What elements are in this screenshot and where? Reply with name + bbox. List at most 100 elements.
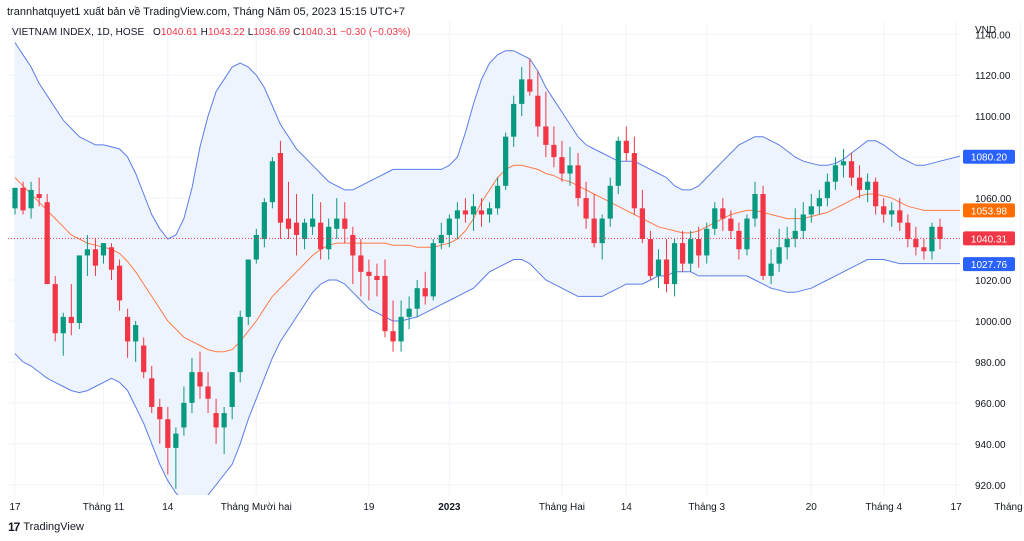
candle-body: [12, 187, 18, 209]
candle-body: [462, 210, 469, 215]
candle-body: [913, 239, 919, 248]
candle-body: [301, 222, 308, 240]
candle-body: [20, 187, 26, 211]
legend-open: 1040.61: [160, 27, 198, 38]
candle-body: [696, 239, 702, 256]
y-axis-tick-label: 980.00: [975, 358, 1006, 369]
candle-body: [551, 144, 557, 158]
y-axis-tick-label: 940.00: [975, 440, 1006, 451]
price-tag-price-label: 1040.31: [971, 234, 1008, 245]
candle-body: [173, 433, 179, 448]
candle-body: [535, 95, 541, 127]
candle-body: [720, 208, 726, 219]
candle-body: [149, 378, 155, 407]
candle-body: [712, 208, 718, 229]
candle-body: [374, 275, 380, 280]
candle-body: [430, 243, 436, 297]
candle-body: [647, 239, 654, 276]
candle-body: [655, 259, 662, 276]
candle-body: [382, 275, 388, 332]
candle-body: [800, 214, 806, 231]
x-axis-tick-label: Tháng 4: [865, 502, 902, 513]
candle-body: [100, 243, 107, 256]
candle-body: [591, 218, 597, 244]
legend-change: −0.30 (−0.03%): [340, 27, 411, 38]
y-axis-tick-label: 1060.00: [975, 194, 1012, 205]
candle-body: [44, 202, 50, 285]
candle-body: [197, 372, 203, 387]
candle-body: [165, 419, 171, 448]
candle-body: [124, 316, 131, 342]
candle-body: [519, 79, 525, 104]
candle-body: [679, 243, 686, 264]
price-tag-basis-label: 1053.98: [971, 206, 1008, 217]
candle-body: [108, 247, 115, 270]
tradingview-branding[interactable]: 17 TradingView: [8, 520, 84, 534]
legend-low: 1036.69: [253, 27, 291, 38]
candle-body: [543, 126, 549, 145]
candle-body: [157, 406, 163, 420]
candle-body: [84, 249, 91, 256]
legend-open-label: O: [152, 27, 161, 38]
candle-body: [615, 140, 621, 186]
candle-body: [494, 185, 501, 209]
candle-body: [470, 206, 477, 215]
candle-body: [527, 79, 533, 92]
candle-body: [840, 161, 847, 166]
candle-body: [293, 222, 300, 235]
candle-body: [704, 228, 710, 256]
candle-body: [205, 386, 211, 399]
candle-body: [873, 181, 879, 207]
candle-body: [881, 206, 887, 215]
candle-body: [76, 255, 82, 323]
candle-body: [824, 181, 831, 199]
candle-body: [808, 206, 814, 215]
candle-body: [607, 185, 613, 219]
candle-body: [269, 161, 276, 203]
candle-body: [631, 153, 637, 209]
x-axis[interactable]: 17 Tháng 11 14 Tháng Mười hai 19 2023 Tháng Ha…: [9, 502, 1024, 513]
candle-body: [905, 222, 911, 240]
candle-body: [744, 218, 750, 250]
x-axis-tick-label: 17: [9, 502, 21, 513]
candle-body: [133, 325, 139, 342]
candle-body: [559, 157, 565, 174]
candle-body: [768, 263, 774, 276]
price-tag-lower-label: 1027.76: [971, 260, 1008, 271]
price-tag-basis: [963, 203, 1015, 218]
candle-body: [856, 177, 863, 190]
candle-body: [486, 208, 493, 215]
candle-body: [816, 198, 822, 207]
candle-body: [36, 194, 42, 199]
candle-body: [253, 234, 259, 260]
candle-body: [575, 165, 581, 199]
candle-body: [478, 210, 485, 215]
candle-body: [390, 331, 396, 342]
y-axis-tick-label: 960.00: [975, 399, 1006, 410]
x-axis-tick-label: Tháng Năm: [994, 502, 1024, 513]
price-tag-lower: [963, 257, 1015, 272]
candle-body: [752, 194, 758, 219]
candle-body: [921, 247, 927, 252]
candle-body: [663, 259, 670, 285]
candle-body: [929, 226, 935, 252]
x-axis-tick-label: Tháng Hai: [539, 502, 585, 513]
candle-body: [776, 247, 782, 264]
candle-body: [511, 103, 517, 137]
candle-body: [567, 165, 573, 174]
candle-body: [261, 202, 267, 240]
price-tag-upper-label: 1080.20: [971, 153, 1008, 164]
candle-body: [792, 230, 798, 240]
candle-body: [334, 218, 340, 229]
candle-body: [116, 265, 123, 301]
x-axis-tick-label: 14: [162, 502, 174, 513]
legend-close: 1040.31: [300, 27, 338, 38]
tradingview-name: TradingView: [23, 521, 84, 533]
y-axis-unit: VND: [975, 25, 996, 36]
candle-body: [221, 413, 227, 428]
candle-body: [639, 208, 646, 240]
candle-body: [406, 308, 412, 317]
candle-body: [599, 218, 605, 244]
candle-body: [728, 218, 734, 231]
